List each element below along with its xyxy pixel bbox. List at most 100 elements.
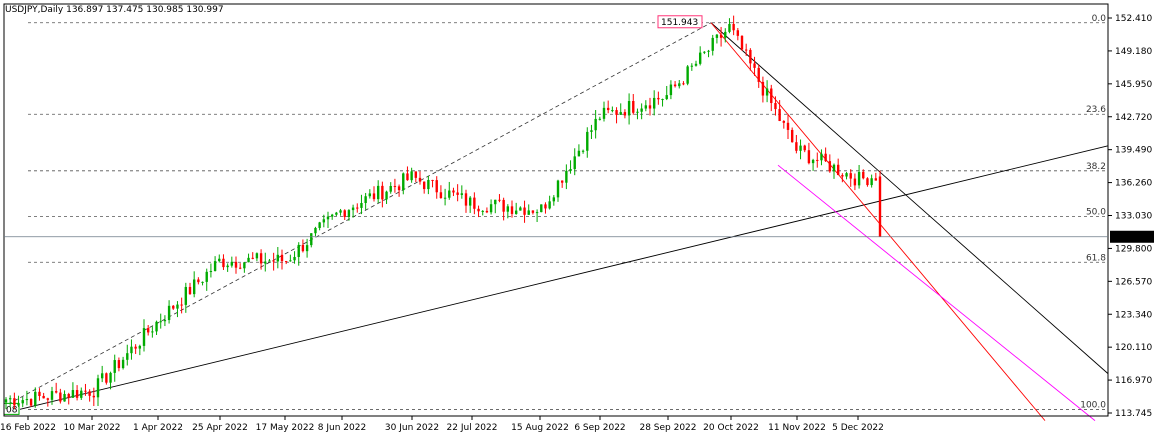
magenta-channel-line[interactable] bbox=[777, 164, 1096, 421]
bullish-candle bbox=[50, 386, 54, 405]
candle-body bbox=[870, 178, 873, 186]
swing-high-label: 151.943 bbox=[661, 18, 698, 28]
candle-body bbox=[276, 254, 280, 262]
candle-body bbox=[552, 197, 556, 202]
rising-trendline[interactable] bbox=[19, 145, 1109, 410]
candle-body bbox=[468, 197, 472, 206]
candle-body bbox=[113, 360, 116, 373]
bearish-candle bbox=[29, 398, 33, 407]
bearish-candle bbox=[301, 239, 305, 253]
candle-body bbox=[34, 391, 37, 406]
candle-body bbox=[636, 111, 639, 113]
candle-body bbox=[623, 112, 627, 116]
bearish-candle bbox=[284, 260, 288, 265]
fib-diagonal-line[interactable] bbox=[7, 22, 712, 405]
red-channel-line[interactable] bbox=[710, 22, 1046, 421]
bearish-candle bbox=[372, 186, 376, 202]
candle-body bbox=[155, 321, 158, 332]
bearish-candle bbox=[778, 100, 781, 122]
candle-body bbox=[811, 159, 815, 164]
bullish-candle bbox=[573, 148, 576, 176]
fibonacci-retracement[interactable]: 0.0 23.6 38.2 50.0 61.8 100.0 bbox=[28, 14, 1108, 411]
candle-body bbox=[314, 227, 317, 234]
candle-body bbox=[506, 206, 510, 212]
x-tick-label: 1 Apr 2022 bbox=[133, 423, 183, 433]
candle-body bbox=[63, 394, 66, 402]
bearish-candle bbox=[381, 181, 384, 208]
bullish-candle bbox=[322, 214, 326, 228]
bullish-candle bbox=[556, 179, 560, 202]
candle-body bbox=[376, 185, 380, 200]
candle-body bbox=[485, 210, 489, 213]
bullish-candle bbox=[318, 221, 321, 231]
falling-trendline[interactable] bbox=[710, 22, 1109, 374]
x-tick-label: 16 Feb 2022 bbox=[0, 423, 56, 433]
bullish-candle bbox=[640, 103, 643, 120]
bullish-candle bbox=[335, 211, 338, 217]
bearish-candle bbox=[816, 152, 819, 168]
candle-body bbox=[845, 173, 848, 177]
candle-body bbox=[816, 159, 819, 161]
y-tick-label: 133.030 bbox=[1115, 212, 1152, 222]
bearish-candle bbox=[878, 170, 882, 237]
bullish-candle bbox=[598, 116, 602, 121]
candle-body bbox=[389, 185, 392, 192]
candle-body bbox=[560, 180, 564, 183]
candle-body bbox=[586, 131, 589, 151]
candle-body bbox=[339, 210, 342, 213]
bearish-candle bbox=[740, 35, 744, 51]
x-tick-label: 20 Oct 2022 bbox=[703, 423, 759, 433]
current-price-label: 130.997 bbox=[1114, 233, 1151, 243]
candle-body bbox=[410, 171, 413, 181]
candle-body bbox=[209, 271, 213, 273]
chart-title: USDJPY,Daily 136.897 137.475 130.985 130… bbox=[5, 5, 224, 15]
candle-body bbox=[435, 180, 438, 193]
bullish-candle bbox=[448, 181, 451, 200]
candle-body bbox=[163, 320, 167, 322]
bullish-candle bbox=[489, 199, 493, 215]
bullish-candle bbox=[443, 188, 447, 206]
candle-body bbox=[849, 173, 852, 179]
candle-body bbox=[452, 190, 455, 193]
bearish-candle bbox=[498, 194, 501, 203]
bullish-candle bbox=[21, 396, 24, 408]
candle-body bbox=[715, 34, 719, 38]
candle-body bbox=[335, 212, 338, 215]
candle-body bbox=[744, 49, 748, 51]
bearish-candle bbox=[719, 26, 723, 47]
candle-body bbox=[238, 267, 242, 269]
candle-body bbox=[197, 279, 200, 283]
axes: 152.410 149.180 145.950 142.720 139.490 136.2… bbox=[0, 3, 1154, 433]
bullish-candle bbox=[389, 182, 392, 194]
candle-body bbox=[406, 173, 409, 181]
candle-body bbox=[318, 222, 321, 228]
bearish-candle bbox=[393, 178, 397, 193]
candle-body bbox=[226, 265, 229, 268]
fib-level-label: 0.0 bbox=[1092, 14, 1107, 24]
bullish-candle bbox=[159, 313, 162, 329]
candle-body bbox=[828, 161, 832, 172]
candle-body bbox=[878, 176, 882, 237]
candle-body bbox=[540, 204, 543, 213]
candle-body bbox=[460, 193, 464, 195]
bearish-candle bbox=[866, 177, 869, 187]
candle-body bbox=[268, 260, 271, 262]
candle-body bbox=[611, 110, 614, 112]
candle-body bbox=[46, 398, 50, 400]
bearish-candle bbox=[172, 305, 175, 310]
candle-body bbox=[786, 122, 790, 130]
bullish-candle bbox=[71, 382, 75, 399]
candle-body bbox=[121, 359, 125, 369]
bearish-candle bbox=[606, 100, 610, 114]
candle-body bbox=[234, 261, 238, 268]
candle-body bbox=[682, 83, 685, 85]
bullish-candle bbox=[698, 46, 702, 66]
bearish-candle bbox=[790, 127, 794, 143]
candle-body bbox=[280, 254, 284, 262]
trendlines[interactable]: 151.943 08 bbox=[3, 15, 1109, 421]
candle-body bbox=[874, 178, 878, 181]
y-tick-label: 113.745 bbox=[1115, 409, 1152, 419]
bullish-candle bbox=[268, 259, 271, 262]
